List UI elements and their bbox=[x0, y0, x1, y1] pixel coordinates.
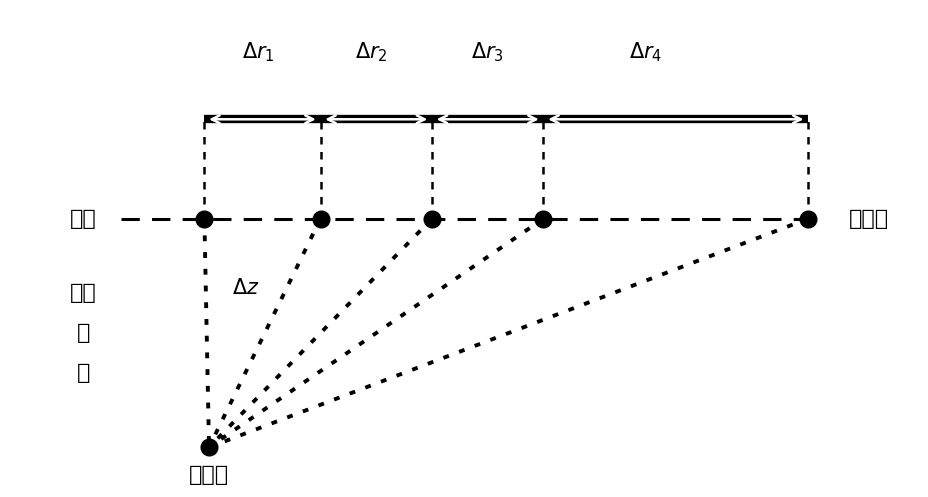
Text: 地表: 地表 bbox=[71, 209, 97, 229]
Text: $\Delta r_3$: $\Delta r_3$ bbox=[470, 40, 504, 64]
Text: $\Delta r_2$: $\Delta r_2$ bbox=[354, 40, 388, 64]
Text: 方: 方 bbox=[77, 323, 90, 343]
Text: 接收点: 接收点 bbox=[847, 209, 888, 229]
Text: 目标点: 目标点 bbox=[188, 465, 229, 485]
Text: $\Delta r_4$: $\Delta r_4$ bbox=[628, 40, 662, 64]
Text: 向: 向 bbox=[77, 363, 90, 383]
Text: $\Delta z$: $\Delta z$ bbox=[232, 278, 260, 298]
Text: $\Delta r_1$: $\Delta r_1$ bbox=[241, 40, 275, 64]
Text: 深度: 深度 bbox=[71, 283, 97, 303]
